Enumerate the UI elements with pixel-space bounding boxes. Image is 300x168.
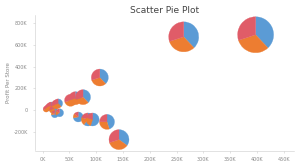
Wedge shape: [91, 69, 100, 80]
Wedge shape: [76, 90, 83, 99]
Wedge shape: [238, 17, 256, 40]
Wedge shape: [100, 69, 108, 84]
Wedge shape: [45, 105, 48, 109]
Wedge shape: [54, 103, 61, 108]
Wedge shape: [52, 111, 55, 114]
Wedge shape: [43, 109, 48, 112]
Wedge shape: [65, 100, 75, 106]
Wedge shape: [107, 114, 115, 129]
Wedge shape: [51, 107, 56, 113]
Wedge shape: [74, 112, 78, 117]
Wedge shape: [54, 99, 58, 105]
Wedge shape: [50, 107, 52, 110]
Wedge shape: [56, 111, 60, 115]
Wedge shape: [73, 112, 83, 122]
Wedge shape: [91, 113, 99, 126]
Wedge shape: [119, 130, 129, 145]
Wedge shape: [50, 109, 56, 112]
Wedge shape: [70, 94, 76, 105]
Wedge shape: [110, 140, 127, 150]
Wedge shape: [49, 103, 52, 110]
Wedge shape: [47, 102, 50, 107]
Wedge shape: [73, 114, 78, 118]
Wedge shape: [69, 98, 80, 105]
Wedge shape: [48, 105, 51, 110]
Y-axis label: Profit Per Store: Profit Per Store: [6, 62, 10, 103]
Wedge shape: [81, 117, 88, 125]
Wedge shape: [56, 109, 60, 113]
Wedge shape: [45, 108, 50, 111]
Wedge shape: [51, 102, 55, 108]
Title: Scatter Pie Plot: Scatter Pie Plot: [130, 6, 199, 15]
Wedge shape: [56, 109, 64, 117]
Wedge shape: [100, 122, 109, 129]
Wedge shape: [169, 22, 184, 41]
Wedge shape: [50, 105, 54, 110]
Wedge shape: [100, 114, 107, 122]
Wedge shape: [184, 22, 199, 48]
Wedge shape: [92, 78, 106, 86]
Wedge shape: [48, 102, 51, 107]
Wedge shape: [86, 117, 93, 126]
Wedge shape: [56, 100, 61, 108]
Wedge shape: [86, 113, 93, 119]
Wedge shape: [47, 106, 53, 109]
Wedge shape: [76, 97, 88, 105]
Wedge shape: [64, 94, 70, 102]
Wedge shape: [52, 104, 59, 109]
Wedge shape: [109, 130, 119, 143]
Wedge shape: [50, 110, 52, 113]
Wedge shape: [69, 92, 75, 100]
Wedge shape: [84, 113, 94, 126]
Wedge shape: [51, 112, 55, 115]
Wedge shape: [256, 17, 274, 48]
Wedge shape: [75, 92, 82, 103]
Wedge shape: [82, 113, 88, 119]
Wedge shape: [58, 99, 63, 107]
Wedge shape: [169, 37, 194, 52]
Wedge shape: [52, 100, 56, 106]
Wedge shape: [46, 107, 51, 110]
Wedge shape: [51, 111, 58, 118]
Wedge shape: [83, 90, 91, 103]
Wedge shape: [46, 106, 49, 111]
Wedge shape: [48, 106, 54, 109]
Wedge shape: [54, 105, 57, 111]
Wedge shape: [238, 35, 268, 53]
Wedge shape: [43, 106, 46, 110]
Wedge shape: [50, 102, 54, 109]
Wedge shape: [46, 103, 49, 108]
